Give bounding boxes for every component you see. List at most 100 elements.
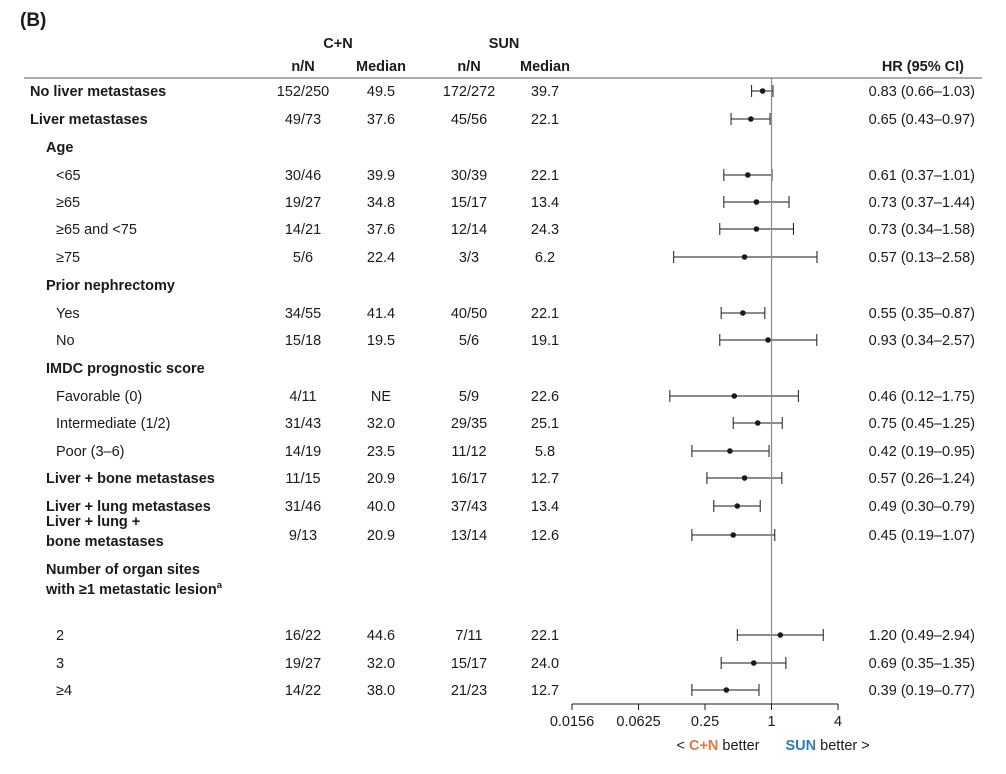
cell-hr-ci: 0.61 (0.37–1.01) [869,168,975,184]
cell-sun-events: 29/35 [451,416,487,432]
cell-sun-events: 15/17 [451,656,487,672]
cell-cn-events: 15/18 [285,333,321,349]
x-tick-label: 1 [767,714,775,730]
cell-hr-ci: 0.45 (0.19–1.07) [869,528,975,544]
table-row: Liver + bone metastases 11/15 20.9 16/17 12.… [46,471,975,487]
table-row: <65 30/46 39.9 30/39 22.1 0.61 (0.37–1.01) [56,168,975,184]
direction-left-group: C+N [689,738,718,754]
table-row: ≥65 and <75 14/21 37.6 12/14 24.3 0.73 (0.34–… [56,222,975,238]
cell-cn-events: 31/43 [285,416,321,432]
hr-point [731,393,738,399]
cell-cn-events: 11/15 [285,471,320,487]
row-label-superscript: a [217,580,223,591]
cell-cn-median: 49.5 [367,84,395,100]
cell-sun-median: 24.3 [531,222,559,238]
cell-sun-median: 25.1 [531,416,559,432]
row-label: 2 [56,628,64,644]
cell-cn-median: 23.5 [367,444,395,460]
table-row: Age [46,140,73,156]
cell-cn-median: 38.0 [367,683,395,699]
direction-left-prefix: < [676,738,684,754]
table-row: Number of organ sites with ≥1 metastatic … [45,562,223,598]
table-row: ≥75 5/6 22.4 3/3 6.2 0.57 (0.13–2.58) [56,250,975,266]
cell-sun-median: 5.8 [535,444,555,460]
hr-point [745,172,751,178]
cell-cn-events: 31/46 [285,499,321,515]
cell-sun-events: 37/43 [451,499,487,515]
cell-cn-events: 30/46 [285,168,321,184]
cell-sun-median: 6.2 [535,250,555,266]
cell-cn-median: 37.6 [367,222,395,238]
table-row: Liver metastases 49/73 37.6 45/56 22.1 0.65 (… [30,112,975,128]
column-header-median-cn: Median [356,59,406,75]
cell-cn-events: 14/21 [285,222,321,238]
direction-left-suffix: better [722,738,759,754]
cell-sun-events: 12/14 [451,222,487,238]
row-label: 3 [56,656,64,672]
cell-cn-median: 40.0 [367,499,395,515]
table-row: Poor (3–6) 14/19 23.5 11/12 5.8 0.42 (0.19–0.… [56,444,975,460]
cell-cn-events: 34/55 [285,306,321,322]
table-row: Liver + lung + bone metastases 9/13 20.9 13/… [46,514,975,550]
hr-point [734,503,741,509]
panel-label: (B) [20,10,46,31]
x-tick-label: 0.25 [691,714,719,730]
cell-sun-median: 22.1 [531,168,559,184]
cell-sun-events: 172/272 [443,84,495,100]
cell-cn-median: 20.9 [367,471,395,487]
hr-point [750,660,757,666]
table-row: Prior nephrectomy [46,278,175,294]
row-label: No liver metastases [30,84,166,100]
cell-hr-ci: 0.73 (0.37–1.44) [869,195,975,211]
cell-cn-median: NE [371,389,391,405]
hr-point [753,199,760,205]
hr-point [730,532,737,538]
cell-hr-ci: 0.73 (0.34–1.58) [869,222,975,238]
cell-hr-ci: 0.93 (0.34–2.57) [869,333,975,349]
cell-sun-median: 22.1 [531,306,559,322]
cell-hr-ci: 0.46 (0.12–1.75) [869,389,975,405]
cell-sun-events: 30/39 [451,168,487,184]
table-row: No 15/18 19.5 5/6 19.1 0.93 (0.34–2.57) [56,333,975,349]
row-label: Age [46,140,73,156]
cell-sun-median: 39.7 [531,84,559,100]
row-label-line2: with ≥1 metastatic lesiona [45,580,223,598]
row-label: No [56,333,75,349]
cell-sun-events: 11/12 [451,444,486,460]
row-label: ≥65 and <75 [56,222,137,238]
group-header-sun: SUN [489,36,520,52]
cell-hr-ci: 0.75 (0.45–1.25) [869,416,975,432]
row-label: <65 [56,168,81,184]
hr-point [754,420,761,426]
cell-sun-median: 13.4 [531,195,559,211]
cell-hr-ci: 0.65 (0.43–0.97) [869,112,975,128]
cell-hr-ci: 0.57 (0.26–1.24) [869,471,975,487]
cell-sun-events: 15/17 [451,195,487,211]
x-tick-label: 0.0625 [616,714,660,730]
cell-sun-median: 12.7 [531,471,559,487]
cell-sun-median: 12.7 [531,683,559,699]
table-rows: No liver metastases 152/250 49.5 172/272 39.… [30,84,975,699]
cell-cn-events: 14/19 [285,444,321,460]
cell-sun-events: 7/11 [455,628,482,644]
row-label: Liver metastases [30,112,148,128]
table-row: ≥65 19/27 34.8 15/17 13.4 0.73 (0.37–1.44) [56,195,975,211]
cell-cn-median: 34.8 [367,195,395,211]
cell-sun-events: 40/50 [451,306,487,322]
row-label: IMDC prognostic score [46,361,205,377]
column-header-nN-sun: n/N [457,59,480,75]
row-label: Favorable (0) [56,389,142,405]
cell-sun-events: 13/14 [451,528,487,544]
cell-sun-median: 12.6 [531,528,559,544]
hr-point [748,116,754,122]
hr-point [723,687,730,693]
row-label: Liver + lung metastases [46,499,211,515]
x-tick-label: 4 [834,714,842,730]
row-label: Number of organ sites [46,562,200,578]
hr-point [741,475,748,481]
cell-cn-median: 32.0 [367,656,395,672]
forest-plot-area: 0.0156 0.0625 0.25 1 4 [550,78,842,730]
cell-hr-ci: 0.39 (0.19–0.77) [869,683,975,699]
table-row: ≥4 14/22 38.0 21/23 12.7 0.39 (0.19–0.77) [56,683,975,699]
cell-hr-ci: 1.20 (0.49–2.94) [869,628,975,644]
